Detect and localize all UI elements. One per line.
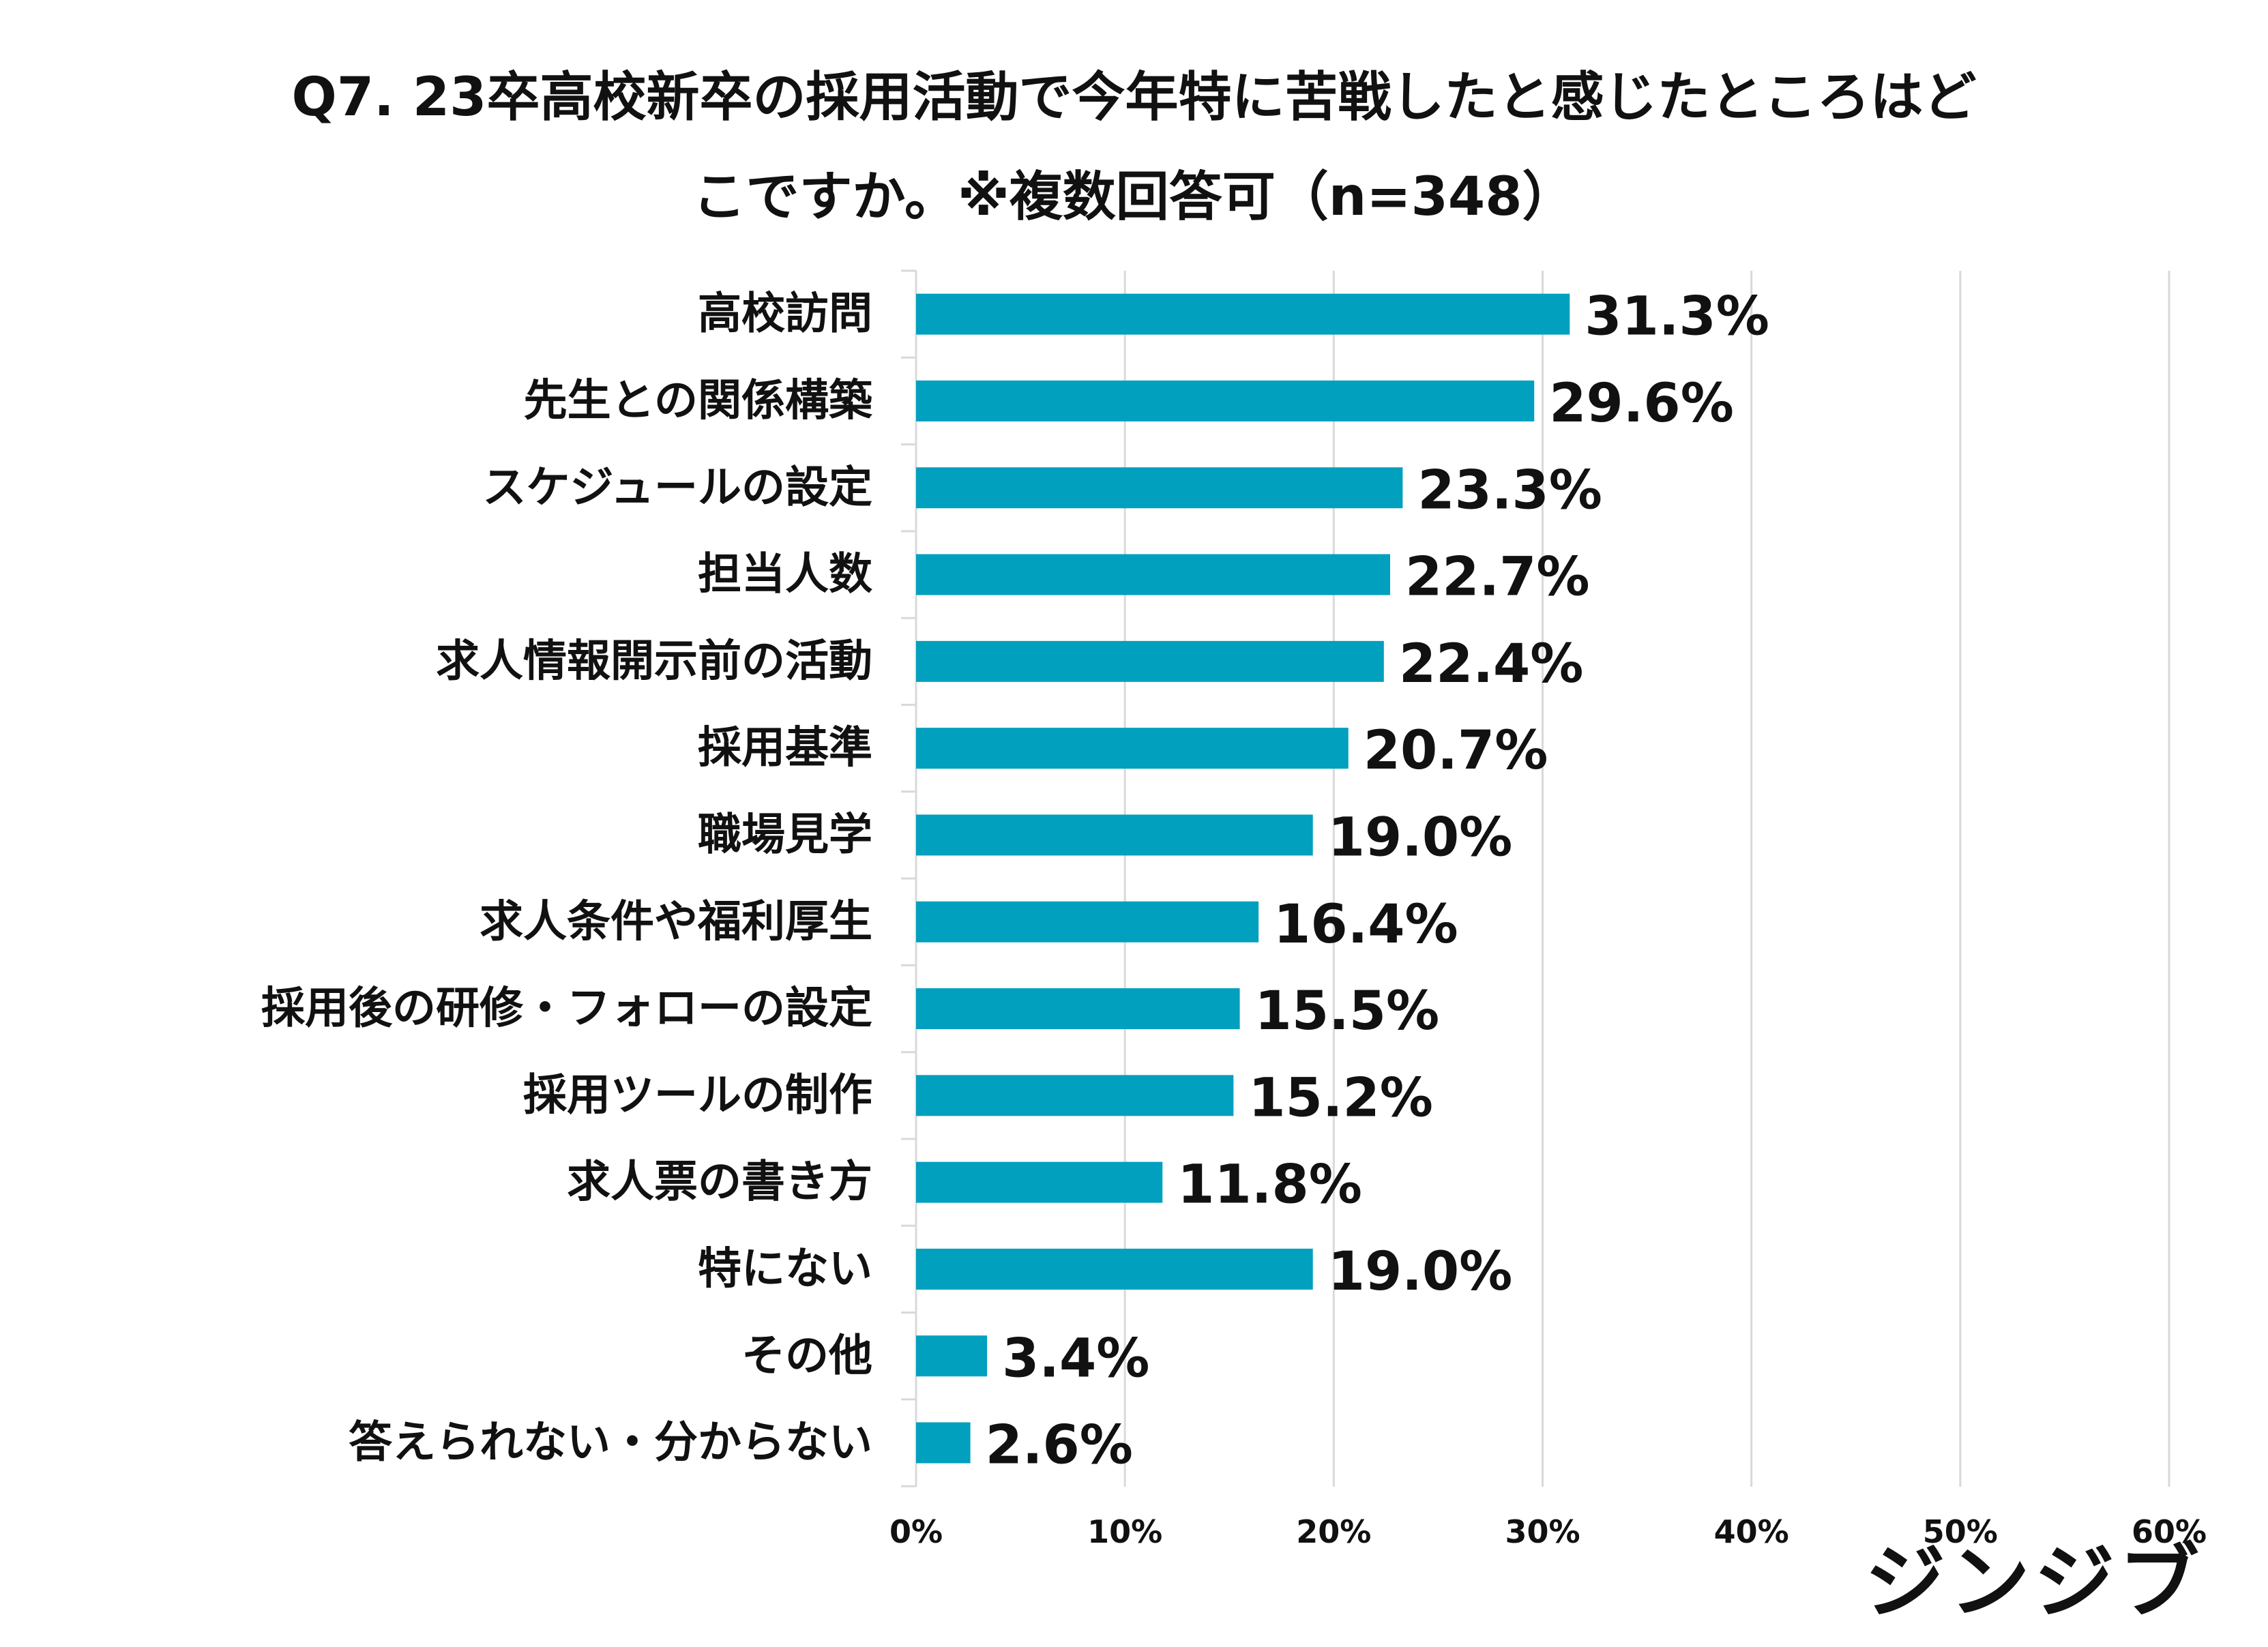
value-label: 3.4% (1002, 1328, 1149, 1389)
category-label: スケジュールの設定 (482, 462, 872, 513)
bar (916, 1422, 971, 1464)
bar (916, 1335, 988, 1377)
value-label: 20.7% (1364, 720, 1548, 782)
brand-logo: ジンジブ (1864, 1535, 2203, 1629)
category-label: 求人条件や福利厚生 (480, 897, 872, 947)
value-label: 29.6% (1549, 373, 1734, 434)
value-label: 19.0% (1328, 807, 1513, 868)
value-label: 31.3% (1585, 286, 1769, 348)
x-tick-label: 10% (1087, 1513, 1162, 1550)
x-tick-label: 30% (1505, 1513, 1580, 1550)
bar (916, 293, 1570, 335)
bar (916, 380, 1535, 421)
value-label: 22.4% (1399, 634, 1584, 695)
x-tick-label: 60% (2132, 1513, 2207, 1550)
category-label: 採用基準 (698, 723, 872, 773)
bar (916, 814, 1313, 856)
x-tick-label: 20% (1296, 1513, 1371, 1550)
category-label: 答えられない・分からない (349, 1418, 872, 1468)
x-tick-label: 0% (889, 1513, 943, 1550)
category-label: 特にない (698, 1244, 872, 1294)
value-label: 16.4% (1273, 894, 1458, 955)
value-label: 11.8% (1177, 1155, 1362, 1216)
chart-title-line-1: Q7. 23卒高校新卒の採用活動で今年特に苦戦したと感じたところはど (291, 67, 1977, 128)
value-label: 15.5% (1255, 981, 1440, 1042)
value-label: 22.7% (1405, 547, 1590, 608)
bar (916, 1161, 1163, 1203)
category-label: 求人情報開示前の活動 (436, 636, 872, 687)
value-label: 2.6% (986, 1415, 1133, 1477)
bar (916, 988, 1240, 1030)
category-label: 職場見学 (698, 810, 872, 860)
category-label: 担当人数 (698, 550, 872, 600)
category-label: 採用ツールの制作 (523, 1070, 872, 1121)
bar (916, 901, 1259, 943)
bar (916, 554, 1390, 595)
bar (916, 1248, 1313, 1290)
value-label: 15.2% (1248, 1067, 1433, 1129)
category-label: 採用後の研修・フォローの設定 (261, 983, 872, 1034)
bar (916, 467, 1403, 509)
bar (916, 640, 1384, 682)
value-label: 19.0% (1328, 1241, 1513, 1303)
chart-title: Q7. 23卒高校新卒の採用活動で今年特に苦戦したと感じたところはど こですか。… (0, 48, 2268, 247)
bar (916, 728, 1349, 769)
category-label: 高校訪問 (698, 289, 872, 340)
chart-title-line-2: こですか。※複数回答可（n=348） (692, 166, 1576, 228)
category-label: その他 (741, 1331, 872, 1381)
category-label: 求人票の書き方 (567, 1157, 872, 1208)
x-tick-label: 40% (1714, 1513, 1789, 1550)
x-tick-label: 50% (1923, 1513, 1998, 1550)
value-label: 23.3% (1417, 460, 1602, 521)
bar (916, 1075, 1234, 1116)
category-label: 先生との関係構築 (524, 376, 873, 426)
